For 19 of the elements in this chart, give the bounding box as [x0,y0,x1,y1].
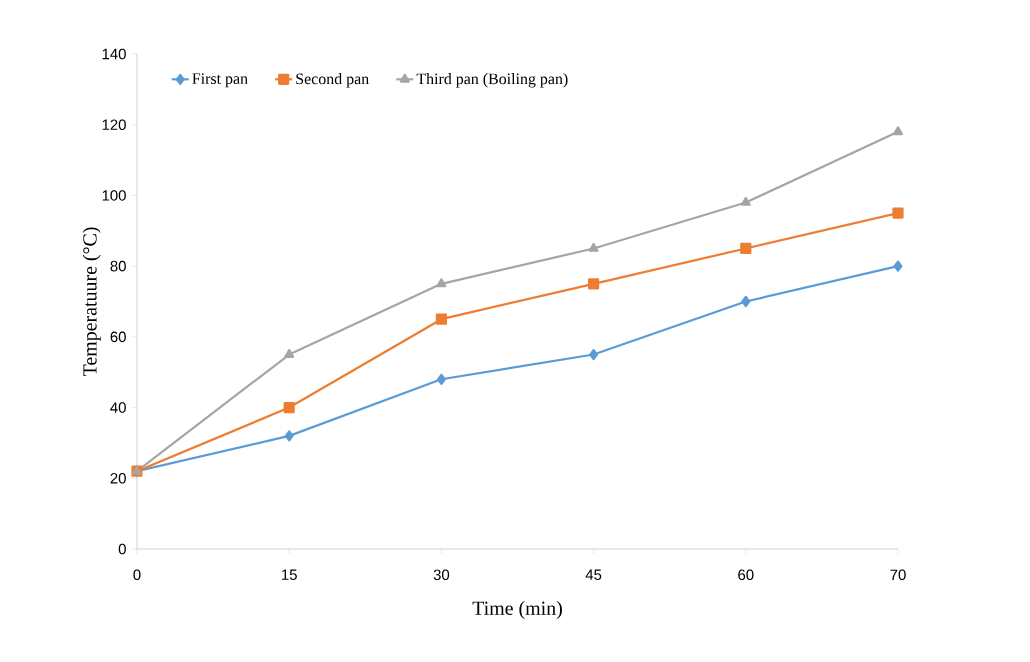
y-tick-label: 20 [110,472,126,484]
y-axis-title: Temperatuure (°C) [82,227,101,377]
y-tick-label: 140 [102,48,126,60]
x-tick-label: 70 [890,569,906,581]
legend-label: Second pan [296,73,369,88]
x-tick-label: 60 [738,569,754,581]
x-tick-label: 45 [585,569,602,580]
legend-label: First pan [192,73,248,88]
y-tick-label: 0 [118,543,126,555]
y-tick-label: 40 [110,402,126,413]
x-axis-title: Time (min) [472,600,562,619]
y-tick-label: 100 [102,190,126,201]
x-tick-label: 0 [133,569,141,581]
x-tick-label: 30 [433,569,450,581]
legend-label: Third pan (Boiling pan) [416,73,568,88]
x-tick-label: 15 [282,569,297,580]
y-tick-label: 80 [110,260,126,272]
y-tick-label: 60 [110,331,126,343]
y-tick-label: 120 [102,119,126,130]
